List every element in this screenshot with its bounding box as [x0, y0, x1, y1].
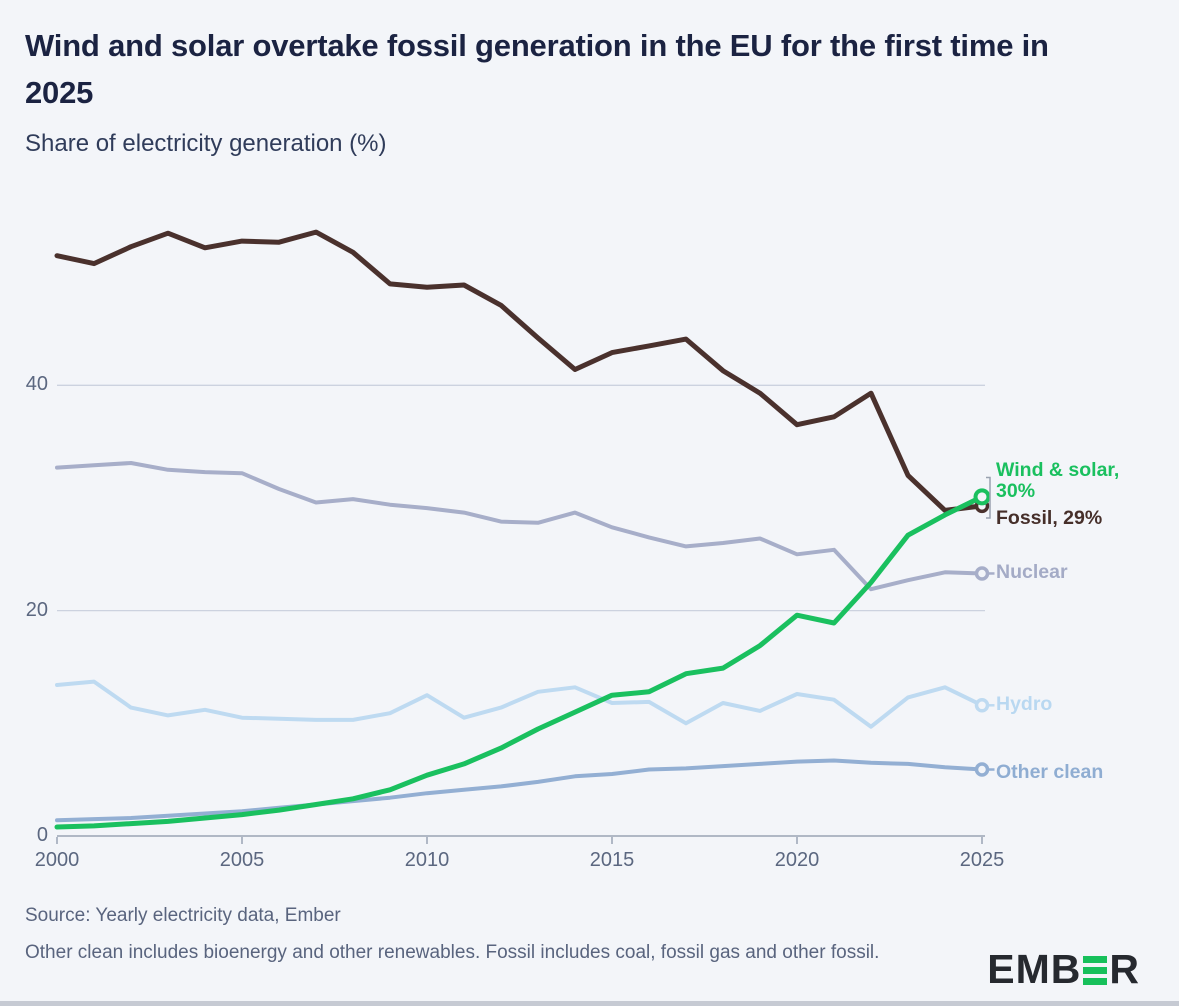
nuclear-end-label: Nuclear: [996, 561, 1068, 583]
y-tick-label-0: 0: [36, 824, 48, 846]
y-tick-label-40: 40: [25, 373, 48, 396]
wind_solar-line: [54, 494, 985, 830]
y-tick-label-20: 20: [25, 598, 48, 621]
other_clean-end-marker: [974, 762, 990, 777]
nuclear-line: [55, 461, 984, 592]
definitions-note: Other clean includes bioenergy and other…: [25, 942, 880, 963]
x-tick-label-2000: 2000: [34, 849, 80, 871]
x-tick-label-2020: 2020: [774, 849, 820, 871]
x-tick-label-2015: 2015: [589, 849, 635, 871]
ember-logo-text-right: R: [1109, 946, 1140, 992]
other-clean-end-label: Other clean: [996, 761, 1104, 783]
x-tick-label-2005: 2005: [219, 849, 265, 871]
wind-solar-end-label: Wind & solar, 30%: [996, 460, 1119, 502]
chart-subtitle: Share of electricity generation (%): [25, 130, 387, 157]
nuclear-end-marker: [974, 566, 990, 581]
wind-solar-end-label-line1: Wind & solar,: [996, 459, 1120, 481]
chart-title: Wind and solar overtake fossil generatio…: [25, 28, 1049, 110]
other_clean-line: [55, 758, 984, 823]
callout-bracket: [986, 476, 991, 519]
ember-logo: EMB R: [987, 949, 1140, 990]
x-tick-label-2025: 2025: [959, 849, 1005, 871]
wind_solar-end-marker: [973, 488, 991, 506]
ember-logo-text-left: EMB: [987, 946, 1082, 992]
hydro-end-marker: [974, 698, 990, 713]
fossil-line: [54, 229, 985, 513]
hydro-line: [55, 679, 984, 729]
x-tick-label-2010: 2010: [404, 849, 450, 871]
page-bottom-edge: [0, 1001, 1179, 1006]
source-note: Source: Yearly electricity data, Ember: [25, 905, 341, 926]
wind-solar-end-label-line2: 30%: [996, 480, 1036, 502]
hydro-end-label: Hydro: [996, 693, 1053, 715]
ember-logo-green-e-icon: [1083, 956, 1108, 985]
fossil-end-label: Fossil, 29%: [996, 507, 1103, 529]
